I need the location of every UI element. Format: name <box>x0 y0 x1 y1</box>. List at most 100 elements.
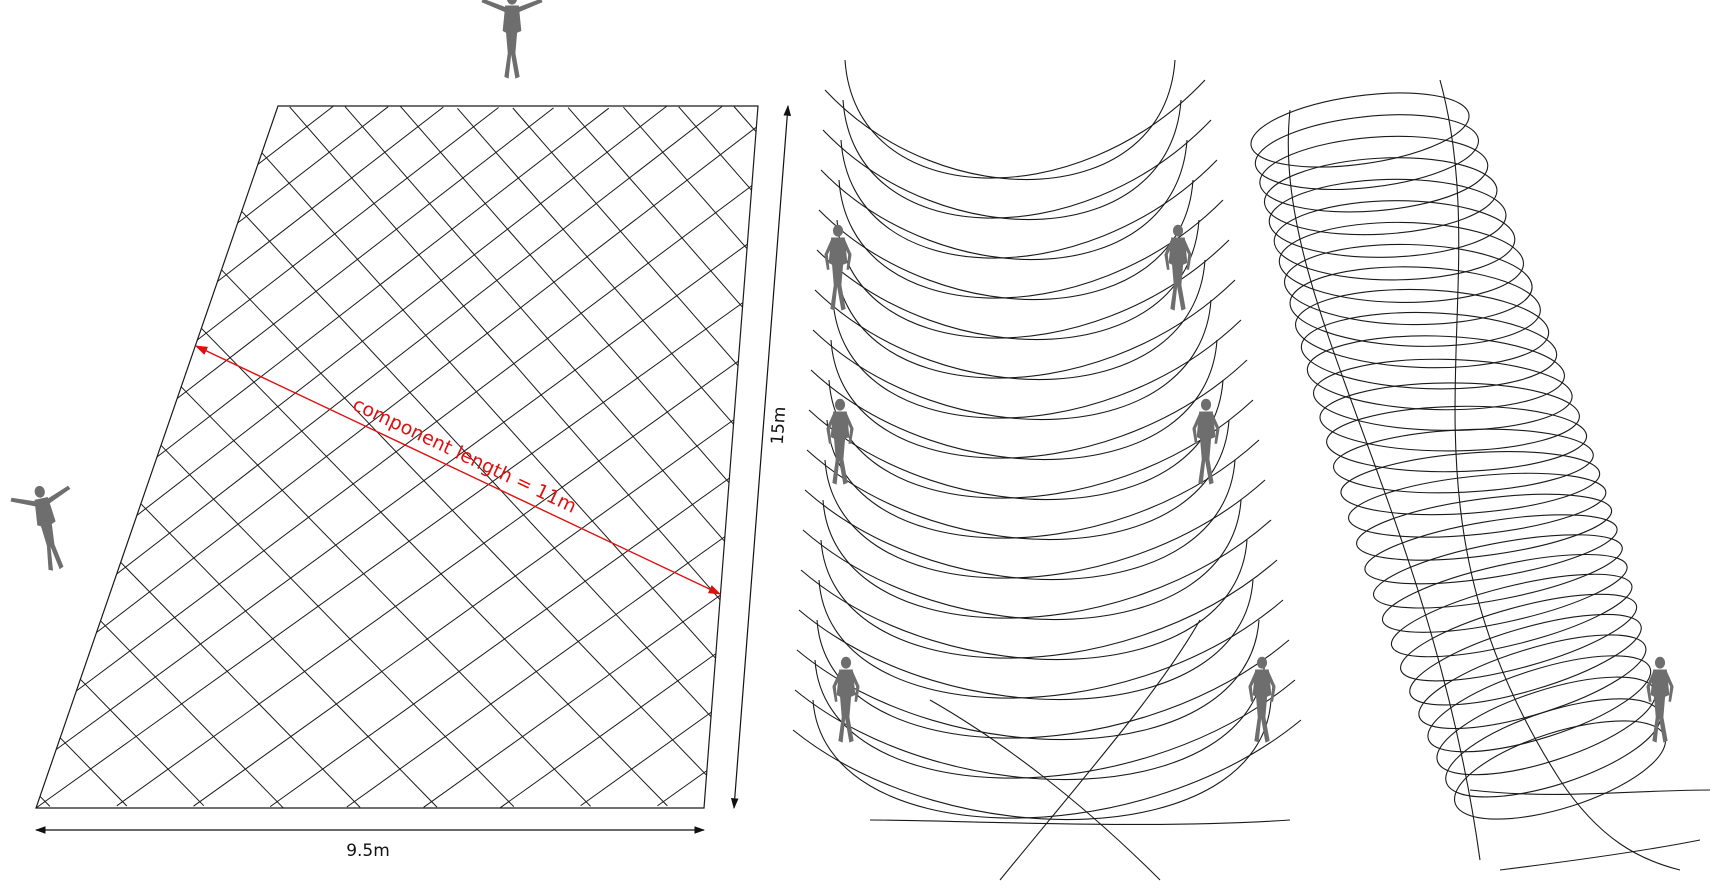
shell-arc <box>840 139 1218 259</box>
shell-arc <box>802 499 1242 621</box>
shell-arc <box>836 219 1230 339</box>
tube-ring <box>1306 335 1566 411</box>
tube-ring <box>1332 428 1594 494</box>
grid-line-ascending <box>136 105 668 516</box>
tube-ring <box>1283 243 1533 326</box>
shell-arc <box>838 179 1224 299</box>
tube-strand <box>1287 109 1481 861</box>
shell-arc <box>816 219 1200 341</box>
grid-line-ascending <box>500 653 717 809</box>
shell-arc <box>832 299 1242 419</box>
grid-line-descending <box>457 107 734 425</box>
shell-arc <box>844 59 1206 179</box>
human-figure-icon <box>8 479 87 577</box>
tube-ring-lines <box>1250 79 1711 871</box>
shell-arc <box>796 619 1260 741</box>
bent-shell-panel <box>792 59 1302 881</box>
shell-arc <box>814 659 1296 779</box>
human-figure-icon <box>826 398 854 485</box>
tube-ring <box>1300 311 1558 390</box>
grid-outline <box>35 105 759 809</box>
shell-arc <box>869 819 1291 825</box>
shell-arc <box>798 579 1254 701</box>
grid-line-descending <box>39 795 51 807</box>
grid-line-descending <box>100 620 284 809</box>
human-figure-icon <box>1192 398 1220 485</box>
grid-line-ascending <box>237 106 389 224</box>
tube-ring <box>1259 135 1489 213</box>
grid-line-descending <box>120 561 361 808</box>
human-figure-icon <box>1164 224 1192 311</box>
flat-grid-panel: 9.5m 15m component length = 11m <box>8 0 792 861</box>
grid-line-ascending <box>269 477 730 808</box>
tube-strand <box>1469 789 1711 795</box>
human-figure-icon <box>1248 656 1276 743</box>
grid-line-ascending <box>346 536 726 808</box>
shell-arc <box>824 459 1266 579</box>
tube-ring <box>1278 221 1525 303</box>
grid-line-ascending <box>116 106 723 575</box>
shell-arc <box>818 579 1284 699</box>
tube-ring <box>1390 573 1633 658</box>
shell-arc <box>794 659 1266 781</box>
grid-line-ascending <box>217 106 444 282</box>
shell-arc <box>812 699 1302 819</box>
component-length-arrow <box>194 345 722 595</box>
shell-arc <box>830 339 1248 459</box>
shell-arc <box>812 299 1212 421</box>
tube-ring <box>1418 634 1647 730</box>
twisted-tube-panel <box>1250 79 1711 871</box>
shell-arc <box>820 539 1278 659</box>
grid-line-descending <box>289 106 721 601</box>
grid-line-descending <box>80 678 205 807</box>
height-dimension-arrow <box>730 104 792 810</box>
tube-ring <box>1268 178 1507 258</box>
tube-ring <box>1273 200 1516 281</box>
shell-arc <box>834 259 1236 379</box>
tube-ring <box>1356 493 1613 561</box>
shell-arc <box>804 459 1236 581</box>
height-label: 15m <box>768 406 791 446</box>
grid-line-descending <box>180 386 591 807</box>
tube-ring <box>1319 382 1580 452</box>
grid-line-ascending <box>193 419 735 807</box>
tube-ring <box>1381 553 1628 633</box>
tube-ring <box>1295 288 1550 369</box>
grid-line-ascending <box>657 770 708 807</box>
tube-ring <box>1289 266 1541 347</box>
shell-arc <box>810 339 1218 461</box>
shell-arc <box>822 99 1182 221</box>
tube-ring <box>1340 451 1601 516</box>
shell-arc <box>818 179 1194 301</box>
grid-line-descending <box>733 106 757 133</box>
grid-line-ascending <box>580 711 712 807</box>
grid-line-descending <box>399 105 730 484</box>
shell-arc <box>842 99 1212 219</box>
grid-line-ascending <box>423 594 721 808</box>
shell-arc <box>792 699 1272 821</box>
grid-line-descending <box>221 269 707 776</box>
shell-arc <box>800 539 1248 661</box>
shell-arc <box>814 259 1206 381</box>
tube-strand <box>1499 839 1701 871</box>
tube-ring <box>1436 676 1657 776</box>
tube-ring <box>1254 114 1480 190</box>
tube-ring <box>1400 593 1638 682</box>
shell-arc <box>822 499 1272 619</box>
grid-line-descending <box>623 106 748 250</box>
grid-line-descending <box>201 327 668 807</box>
human-figure-icon <box>824 224 852 311</box>
grid-line-ascending <box>176 107 554 399</box>
width-label: 9.5m <box>346 841 390 861</box>
tube-ring <box>1364 514 1618 585</box>
tube-ring <box>1409 613 1642 706</box>
grid-line-ascending <box>55 243 748 750</box>
grid-line-ascending <box>96 126 757 633</box>
tube-ring <box>1453 720 1667 820</box>
shell-arc <box>806 419 1230 541</box>
human-figure-icon <box>481 0 543 79</box>
tube-ring <box>1427 655 1652 753</box>
shell-arc <box>828 379 1254 499</box>
grid-line-descending <box>140 503 438 808</box>
